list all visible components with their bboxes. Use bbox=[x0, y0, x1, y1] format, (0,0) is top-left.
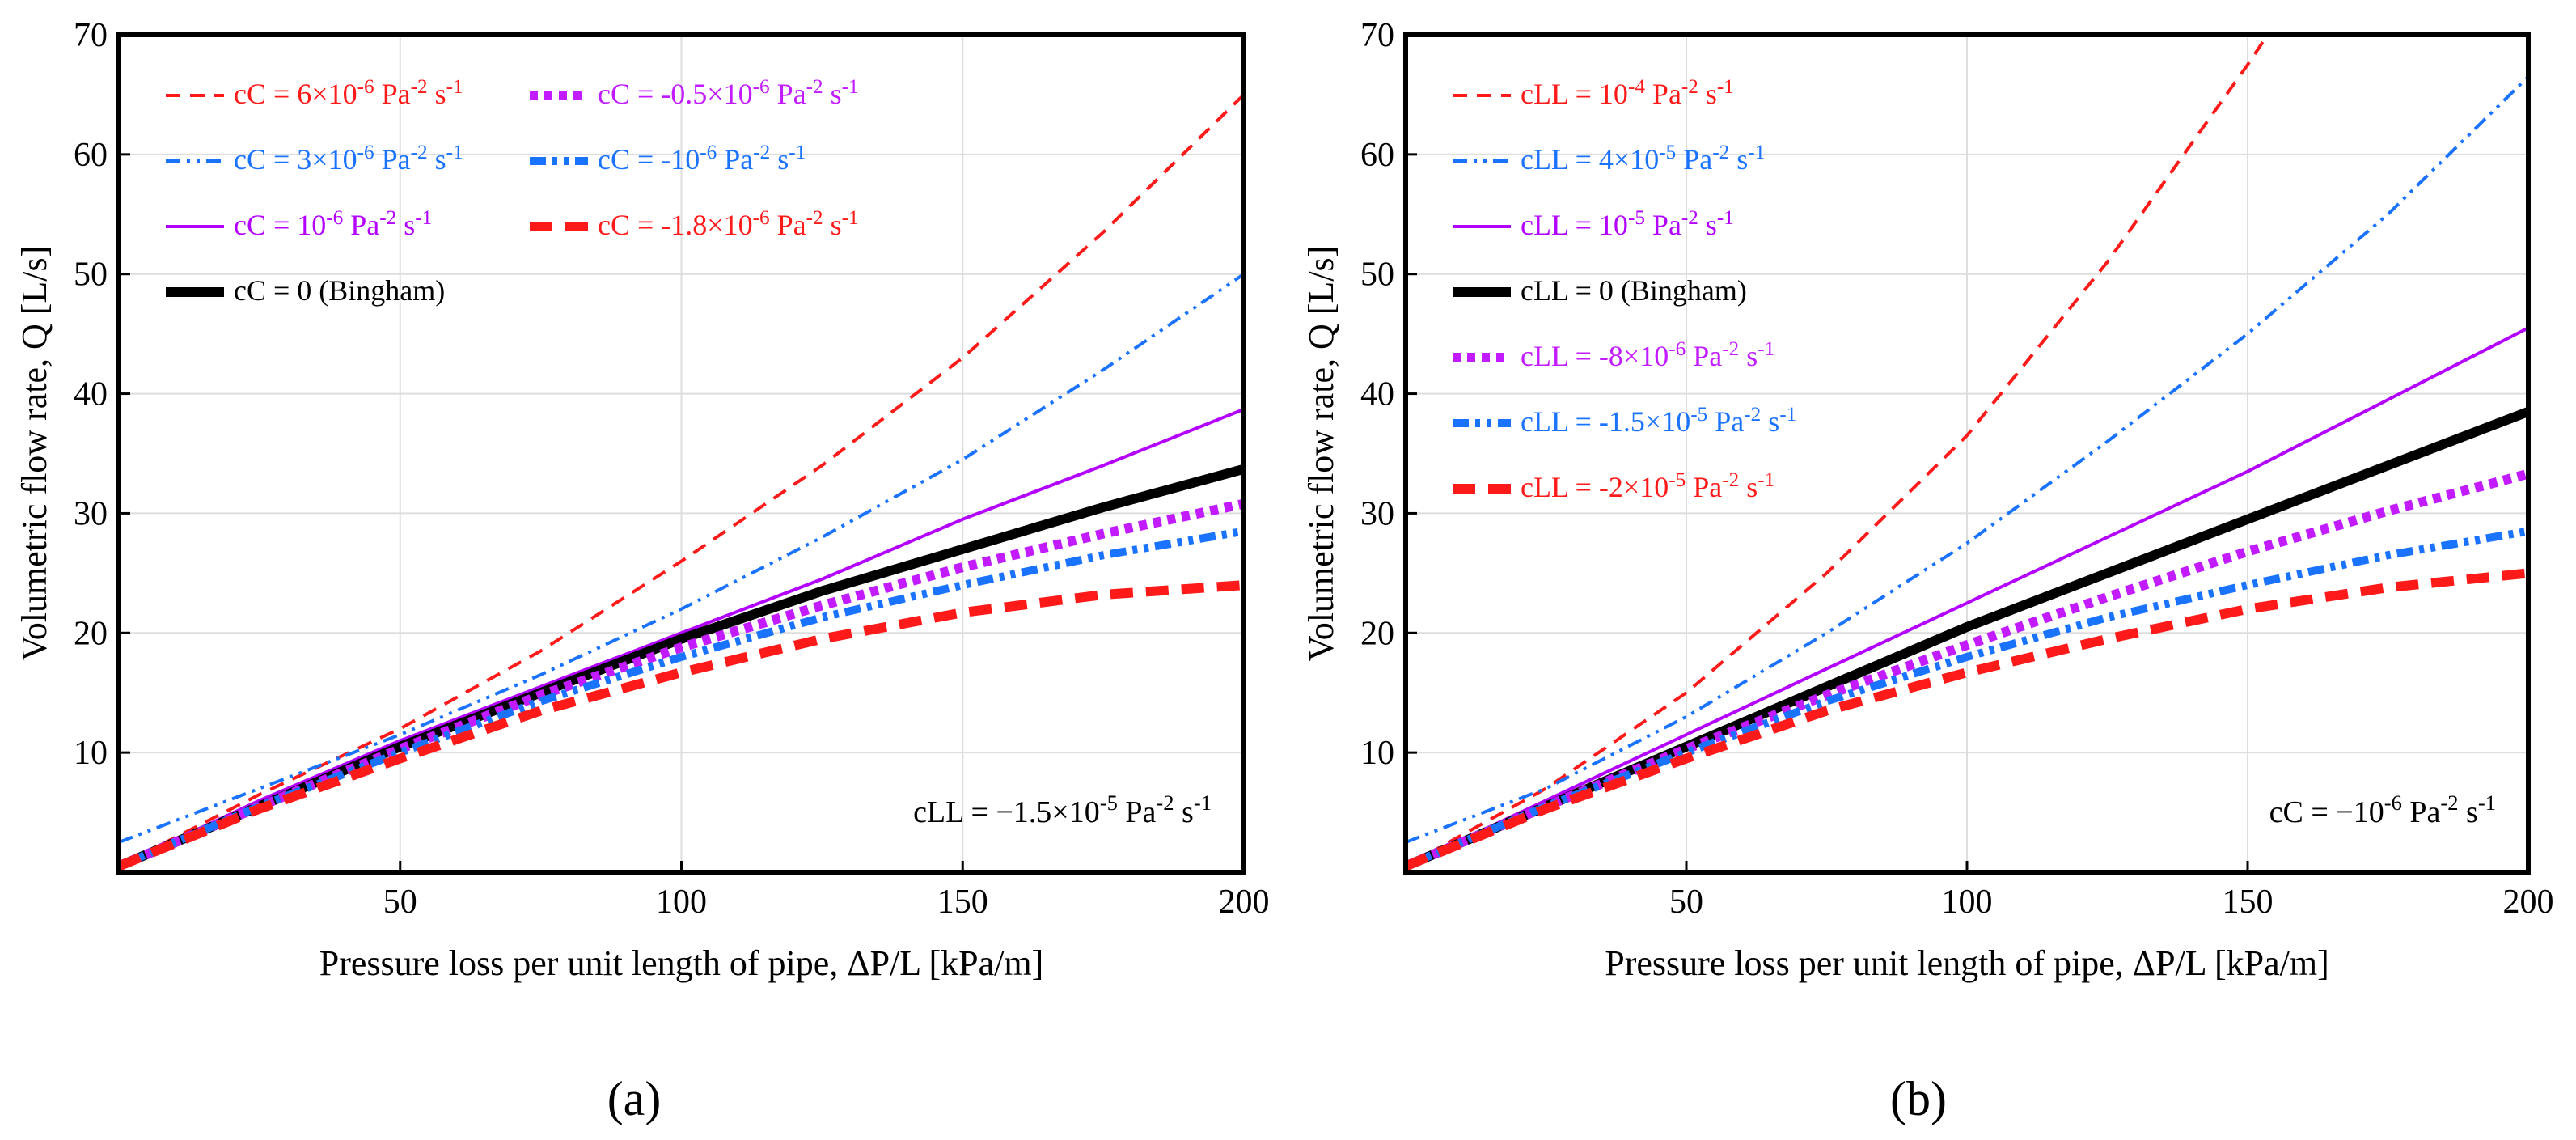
chart-a: 50 100 150 200 10 20 30 40 50 60 70 cC = 6×10-6 Pa-… bbox=[15, 17, 1270, 1125]
y-tick-label: 40 bbox=[74, 376, 108, 413]
series-line bbox=[1406, 75, 2528, 844]
x-axis-label: Pressure loss per unit length of pipe, Δ… bbox=[319, 943, 1044, 983]
series-line bbox=[1406, 407, 2528, 871]
y-tick-label: 10 bbox=[1360, 735, 1394, 772]
legend-label: cLL = 0 (Bingham) bbox=[1521, 274, 1747, 307]
series-line bbox=[1406, 35, 2270, 868]
series-line bbox=[1406, 326, 2528, 868]
panel-label: (b) bbox=[1890, 1072, 1947, 1125]
legend-label: cC = 10-6 Pa-2 s-1 bbox=[234, 207, 432, 242]
y-tick-label: 10 bbox=[74, 735, 108, 772]
series-group bbox=[1406, 35, 2528, 871]
legend-label: cC = 3×10-6 Pa-2 s-1 bbox=[234, 142, 463, 176]
series-line bbox=[119, 93, 1244, 868]
y-axis-label: Volumetric flow rate, Q [L/s] bbox=[15, 246, 54, 662]
series-line bbox=[1406, 527, 2528, 871]
series-line bbox=[119, 407, 1244, 868]
series-line bbox=[1406, 468, 2528, 871]
x-tick-label: 150 bbox=[937, 884, 988, 921]
y-tick-label: 30 bbox=[74, 495, 108, 532]
y-tick-label: 20 bbox=[74, 615, 108, 652]
series-group bbox=[119, 93, 1244, 871]
plot-frame bbox=[116, 32, 1246, 875]
series-line bbox=[119, 580, 1244, 871]
y-tick-label: 50 bbox=[1360, 256, 1394, 294]
x-tick-label: 100 bbox=[656, 884, 707, 921]
chart-b: 50 100 150 200 10 20 30 40 50 60 70 cLL = 10-4 Pa-2… bbox=[1301, 17, 2554, 1125]
plot-frame bbox=[1403, 32, 2531, 875]
legend-label: cLL = -1.5×10-5 Pa-2 s-1 bbox=[1521, 404, 1796, 439]
constant-annotation: cC = −10-6 Pa-2 s-1 bbox=[2269, 790, 2496, 829]
legend-label: cC = -1.8×10-6 Pa-2 s-1 bbox=[598, 207, 859, 242]
legend-label: cC = -0.5×10-6 Pa-2 s-1 bbox=[598, 76, 859, 111]
x-tick-label: 50 bbox=[383, 884, 417, 921]
series-line bbox=[119, 273, 1244, 844]
x-tick-label: 200 bbox=[1219, 884, 1270, 921]
legend-label: cLL = 4×10-5 Pa-2 s-1 bbox=[1521, 142, 1765, 176]
legend-label: cC = -10-6 Pa-2 s-1 bbox=[598, 142, 806, 176]
x-tick-label: 100 bbox=[1942, 884, 1993, 921]
legend-label: cLL = -8×10-6 Pa-2 s-1 bbox=[1521, 338, 1774, 373]
x-axis-label: Pressure loss per unit length of pipe, Δ… bbox=[1605, 943, 2329, 983]
y-tick-label: 40 bbox=[1360, 376, 1394, 413]
x-tick-label: 150 bbox=[2223, 884, 2274, 921]
legend-label: cLL = -2×10-5 Pa-2 s-1 bbox=[1521, 469, 1774, 504]
y-tick-label: 20 bbox=[1360, 615, 1394, 652]
y-axis-label: Volumetric flow rate, Q [L/s] bbox=[1301, 246, 1341, 662]
legend: cLL = 10-4 Pa-2 s-1 cLL = 4×10-5 Pa-2 s-1… bbox=[1453, 76, 1796, 504]
y-tick-label: 60 bbox=[1360, 137, 1394, 174]
legend-label: cC = 6×10-6 Pa-2 s-1 bbox=[234, 76, 463, 111]
series-line bbox=[119, 498, 1244, 871]
legend-label: cLL = 10-5 Pa-2 s-1 bbox=[1521, 207, 1734, 242]
panel-label: (a) bbox=[607, 1072, 662, 1125]
constant-annotation: cLL = −1.5×10-5 Pa-2 s-1 bbox=[913, 790, 1212, 829]
x-tick-label: 200 bbox=[2503, 884, 2554, 921]
y-tick-label: 70 bbox=[74, 17, 108, 54]
series-line bbox=[1406, 568, 2528, 871]
y-tick-label: 50 bbox=[74, 256, 108, 294]
x-tick-label: 50 bbox=[1669, 884, 1703, 921]
legend-label: cC = 0 (Bingham) bbox=[234, 274, 445, 307]
legend: cC = 6×10-6 Pa-2 s-1 cC = 3×10-6 Pa-2 s-1… bbox=[166, 76, 859, 307]
legend-label: cLL = 10-4 Pa-2 s-1 bbox=[1521, 76, 1734, 111]
y-tick-label: 60 bbox=[74, 137, 108, 174]
y-tick-label: 70 bbox=[1360, 17, 1394, 54]
y-tick-label: 30 bbox=[1360, 495, 1394, 532]
series-line bbox=[119, 527, 1244, 871]
series-line bbox=[119, 464, 1244, 871]
